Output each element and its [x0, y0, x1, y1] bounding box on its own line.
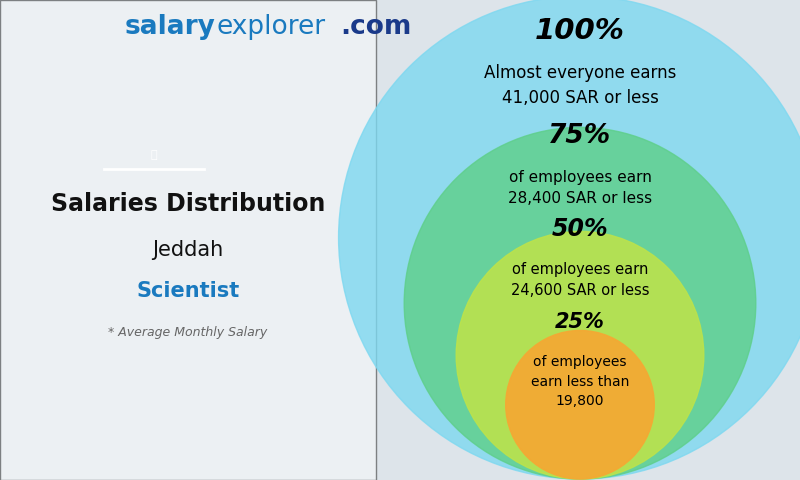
- Circle shape: [506, 330, 654, 479]
- Text: 25%: 25%: [555, 312, 605, 332]
- Text: 75%: 75%: [549, 123, 611, 149]
- Text: ﷽: ﷽: [150, 150, 158, 160]
- Text: Scientist: Scientist: [136, 281, 240, 301]
- Text: * Average Monthly Salary: * Average Monthly Salary: [108, 326, 268, 339]
- Circle shape: [338, 0, 800, 479]
- Text: 50%: 50%: [552, 217, 608, 241]
- Text: Almost everyone earns
41,000 SAR or less: Almost everyone earns 41,000 SAR or less: [484, 64, 676, 107]
- FancyBboxPatch shape: [0, 0, 376, 480]
- Text: Salaries Distribution: Salaries Distribution: [51, 192, 325, 216]
- Circle shape: [456, 231, 704, 479]
- Circle shape: [404, 127, 756, 479]
- Text: 100%: 100%: [535, 17, 625, 45]
- Text: explorer: explorer: [216, 14, 325, 40]
- Text: Jeddah: Jeddah: [152, 240, 224, 260]
- Text: of employees
earn less than
19,800: of employees earn less than 19,800: [531, 355, 629, 408]
- Text: of employees earn
24,600 SAR or less: of employees earn 24,600 SAR or less: [510, 263, 650, 299]
- Text: .com: .com: [340, 14, 411, 40]
- Text: of employees earn
28,400 SAR or less: of employees earn 28,400 SAR or less: [508, 169, 652, 205]
- Text: salary: salary: [125, 14, 216, 40]
